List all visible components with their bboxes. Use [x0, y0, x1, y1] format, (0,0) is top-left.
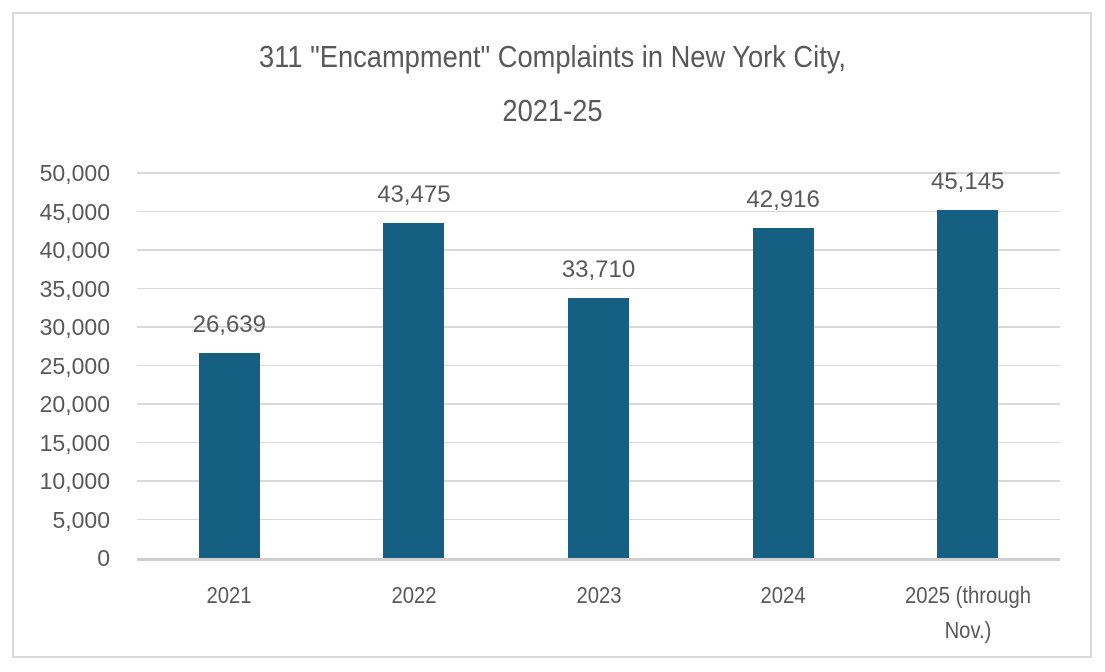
- bar-2025 (through Nov.): [937, 210, 999, 558]
- gridline-35,000: [137, 287, 1060, 290]
- x-axis-tick-label-2024: 2024: [760, 582, 806, 608]
- chart-title: 311 "Encampment" Complaints in New York …: [66, 30, 1038, 138]
- y-axis-tick-label-5,000: 5,000: [52, 506, 110, 533]
- y-axis-tick-label-40,000: 40,000: [39, 237, 110, 263]
- y-axis-tick-label-10,000: 10,000: [39, 468, 110, 494]
- bar-2022: [383, 223, 445, 558]
- bar-value-label-2024: 42,916: [746, 185, 820, 213]
- x-axis-tick-label-2022: 2022: [391, 582, 437, 608]
- chart-title-line-1: 311 "Encampment" Complaints in New York …: [259, 39, 846, 74]
- y-axis-tick-label-15,000: 15,000: [39, 429, 110, 456]
- gridline-40,000: [137, 249, 1060, 251]
- x-axis-tick-label-2023: 2023: [575, 582, 622, 608]
- bar-2024: [752, 227, 814, 558]
- chart-title-line-2: 2021-25: [502, 93, 603, 128]
- y-axis-tick-label-25,000: 25,000: [39, 352, 110, 379]
- chart-frame-border: [12, 12, 1092, 658]
- y-axis-tick-label-0: 0: [97, 545, 110, 571]
- bar-value-label-2021: 26,639: [192, 310, 266, 338]
- y-axis-tick-label-45,000: 45,000: [39, 198, 110, 225]
- y-axis-tick-label-30,000: 30,000: [39, 314, 110, 340]
- y-axis-tick-label-20,000: 20,000: [39, 391, 110, 417]
- x-axis-line: [137, 558, 1060, 561]
- gridline-50,000: [137, 172, 1060, 174]
- gridline-45,000: [137, 210, 1060, 213]
- bar-2021: [198, 352, 260, 558]
- x-axis-tick-label-2025 (through Nov.): 2025 (through Nov.): [904, 582, 1031, 643]
- y-axis-tick-label-35,000: 35,000: [39, 275, 110, 302]
- bar-value-label-2025 (through Nov.): 45,145: [930, 168, 1005, 196]
- bar-value-label-2023: 33,710: [561, 256, 636, 284]
- bar-2023: [568, 298, 629, 558]
- plot-area: 26,639 43,475 33,710 42,916 45,145: [137, 168, 1060, 561]
- x-axis-tick-label-2021: 2021: [206, 582, 252, 608]
- y-axis-tick-label-50,000: 50,000: [39, 160, 110, 186]
- bar-value-label-2022: 43,475: [377, 181, 451, 209]
